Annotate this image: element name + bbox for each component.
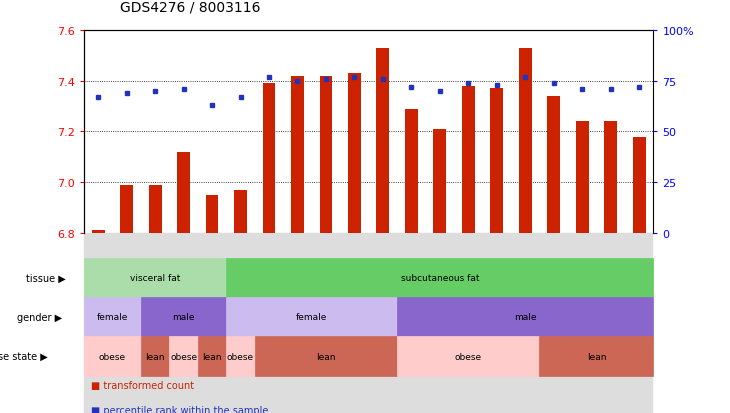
Text: female: female [296, 313, 327, 321]
Text: lean: lean [202, 352, 222, 361]
Bar [112, 233, 141, 413]
Bar [568, 233, 596, 413]
Bar [397, 233, 426, 413]
Bar [169, 233, 198, 413]
Text: ■ percentile rank within the sample: ■ percentile rank within the sample [91, 405, 269, 413]
Text: obese: obese [99, 352, 126, 361]
Bar [377, 49, 389, 233]
Bar [312, 233, 340, 413]
Bar [226, 233, 255, 413]
Bar [348, 74, 361, 233]
Bar [426, 233, 454, 413]
Text: obese: obese [170, 352, 197, 361]
Text: disease state ▶: disease state ▶ [0, 351, 47, 361]
Bar [454, 233, 483, 413]
Bar [604, 122, 617, 233]
Bar [434, 130, 446, 233]
Bar [369, 233, 397, 413]
Text: female: female [97, 313, 128, 321]
Bar [462, 87, 475, 233]
Text: male: male [514, 313, 537, 321]
Bar [483, 233, 511, 413]
Text: obese: obese [227, 352, 254, 361]
Bar [141, 233, 169, 413]
Bar [84, 233, 112, 413]
Bar [596, 233, 625, 413]
Bar [149, 185, 161, 233]
Text: visceral fat: visceral fat [130, 273, 180, 282]
Text: gender ▶: gender ▶ [17, 312, 62, 322]
Text: obese: obese [455, 352, 482, 361]
Bar [206, 195, 218, 233]
Bar [283, 233, 312, 413]
Bar [340, 233, 369, 413]
Bar [320, 76, 332, 233]
Bar [405, 109, 418, 233]
Bar [177, 152, 190, 233]
Bar [548, 97, 560, 233]
Text: lean: lean [316, 352, 336, 361]
Bar [491, 89, 503, 233]
Bar [255, 233, 283, 413]
Text: ■ transformed count: ■ transformed count [91, 380, 194, 390]
Bar [633, 137, 645, 233]
Text: tissue ▶: tissue ▶ [26, 273, 66, 283]
Bar [576, 122, 588, 233]
Bar [625, 233, 653, 413]
Bar [92, 231, 104, 233]
Text: GDS4276 / 8003116: GDS4276 / 8003116 [120, 0, 261, 14]
Text: lean: lean [587, 352, 606, 361]
Bar [198, 233, 226, 413]
Bar [120, 185, 133, 233]
Bar [519, 49, 531, 233]
Text: lean: lean [145, 352, 165, 361]
Bar [263, 84, 275, 233]
Bar [539, 233, 568, 413]
Bar [234, 190, 247, 233]
Text: male: male [172, 313, 195, 321]
Text: subcutaneous fat: subcutaneous fat [401, 273, 479, 282]
Bar [511, 233, 539, 413]
Bar [291, 76, 304, 233]
